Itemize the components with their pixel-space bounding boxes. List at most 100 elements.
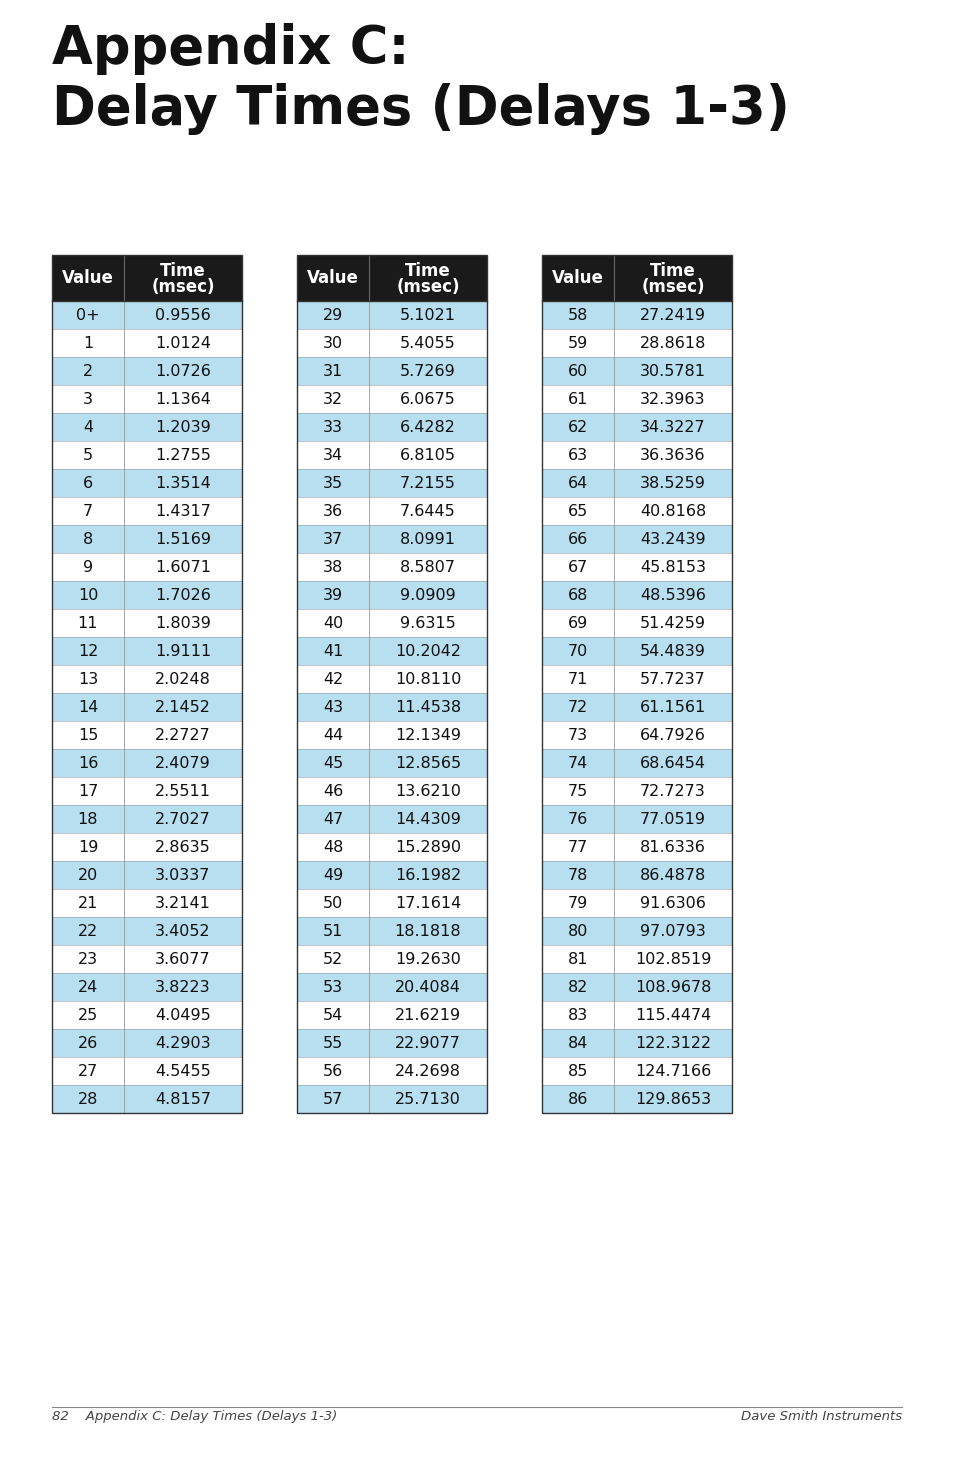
Bar: [296, 609, 486, 637]
Bar: [52, 413, 242, 441]
Text: 16: 16: [78, 755, 98, 770]
Text: 40: 40: [322, 615, 343, 630]
Bar: [296, 777, 486, 805]
Text: 72: 72: [567, 699, 587, 714]
Text: Appendix C:: Appendix C:: [52, 24, 409, 75]
Bar: [296, 833, 486, 861]
Text: Delay Times (Delays 1-3): Delay Times (Delays 1-3): [52, 83, 789, 136]
Text: 9: 9: [83, 559, 93, 574]
Bar: [541, 721, 731, 749]
Text: 108.9678: 108.9678: [634, 979, 710, 994]
Text: 14: 14: [78, 699, 98, 714]
Text: 1.8039: 1.8039: [155, 615, 211, 630]
Text: 57.7237: 57.7237: [639, 671, 705, 686]
Text: 61: 61: [567, 391, 588, 407]
Text: 86: 86: [567, 1092, 588, 1106]
Bar: [541, 1086, 731, 1114]
Text: 65: 65: [567, 503, 587, 519]
Bar: [541, 301, 731, 329]
Bar: [541, 945, 731, 974]
Bar: [296, 357, 486, 385]
Text: 1.2755: 1.2755: [155, 447, 211, 463]
Text: 59: 59: [567, 335, 587, 351]
Text: 15: 15: [78, 727, 98, 742]
Bar: [541, 329, 731, 357]
Text: 45.8153: 45.8153: [639, 559, 705, 574]
Text: 11.4538: 11.4538: [395, 699, 460, 714]
Text: 1.4317: 1.4317: [155, 503, 211, 519]
Text: 44: 44: [322, 727, 343, 742]
Text: 19.2630: 19.2630: [395, 951, 460, 966]
Bar: [52, 945, 242, 974]
Text: 60: 60: [567, 363, 587, 379]
Bar: [296, 805, 486, 833]
Text: 58: 58: [567, 307, 588, 323]
Text: (msec): (msec): [640, 277, 704, 296]
Bar: [541, 889, 731, 917]
Text: 74: 74: [567, 755, 587, 770]
Bar: [296, 721, 486, 749]
Text: 27: 27: [78, 1063, 98, 1078]
Text: 1.2039: 1.2039: [155, 419, 211, 435]
Text: 4.0495: 4.0495: [155, 1007, 211, 1022]
Bar: [541, 553, 731, 581]
Text: 78: 78: [567, 867, 588, 882]
Bar: [52, 974, 242, 1002]
Text: 61.1561: 61.1561: [639, 699, 705, 714]
Bar: [296, 441, 486, 469]
Bar: [541, 255, 731, 301]
Bar: [541, 1002, 731, 1030]
Text: 32: 32: [323, 391, 343, 407]
Text: (msec): (msec): [152, 277, 214, 296]
Text: 2.8635: 2.8635: [155, 839, 211, 854]
Bar: [296, 917, 486, 945]
Text: 1.6071: 1.6071: [154, 559, 211, 574]
Text: 129.8653: 129.8653: [635, 1092, 710, 1106]
Bar: [541, 665, 731, 693]
Text: 102.8519: 102.8519: [634, 951, 710, 966]
Text: 6.0675: 6.0675: [399, 391, 456, 407]
Text: 25: 25: [78, 1007, 98, 1022]
Bar: [296, 301, 486, 329]
Text: 45: 45: [322, 755, 343, 770]
Bar: [52, 497, 242, 525]
Text: 6.4282: 6.4282: [399, 419, 456, 435]
Bar: [52, 441, 242, 469]
Text: Time: Time: [649, 263, 695, 280]
Bar: [296, 974, 486, 1002]
Bar: [541, 749, 731, 777]
Text: 3.4052: 3.4052: [155, 923, 211, 938]
Bar: [52, 805, 242, 833]
Text: 68.6454: 68.6454: [639, 755, 705, 770]
Text: 26: 26: [78, 1035, 98, 1050]
Text: 19: 19: [78, 839, 98, 854]
Text: 4.5455: 4.5455: [155, 1063, 211, 1078]
Text: 13: 13: [78, 671, 98, 686]
Text: 41: 41: [322, 643, 343, 658]
Text: 50: 50: [322, 895, 343, 910]
Text: 3.6077: 3.6077: [155, 951, 211, 966]
Text: 40.8168: 40.8168: [639, 503, 705, 519]
Text: 82: 82: [567, 979, 588, 994]
Text: 3.8223: 3.8223: [155, 979, 211, 994]
Text: 20.4084: 20.4084: [395, 979, 460, 994]
Text: 18: 18: [77, 811, 98, 826]
Text: 11: 11: [77, 615, 98, 630]
Bar: [296, 637, 486, 665]
Text: 38: 38: [322, 559, 343, 574]
Text: 4.2903: 4.2903: [155, 1035, 211, 1050]
Bar: [52, 553, 242, 581]
Bar: [296, 749, 486, 777]
Bar: [541, 525, 731, 553]
Text: 2.1452: 2.1452: [155, 699, 211, 714]
Text: 14.4309: 14.4309: [395, 811, 460, 826]
Bar: [52, 1086, 242, 1114]
Text: 5.1021: 5.1021: [399, 307, 456, 323]
Text: 33: 33: [323, 419, 343, 435]
Text: Dave Smith Instruments: Dave Smith Instruments: [740, 1410, 901, 1423]
Text: 36: 36: [323, 503, 343, 519]
Text: Value: Value: [552, 268, 603, 288]
Text: 54.4839: 54.4839: [639, 643, 705, 658]
Bar: [296, 413, 486, 441]
Text: 17.1614: 17.1614: [395, 895, 460, 910]
